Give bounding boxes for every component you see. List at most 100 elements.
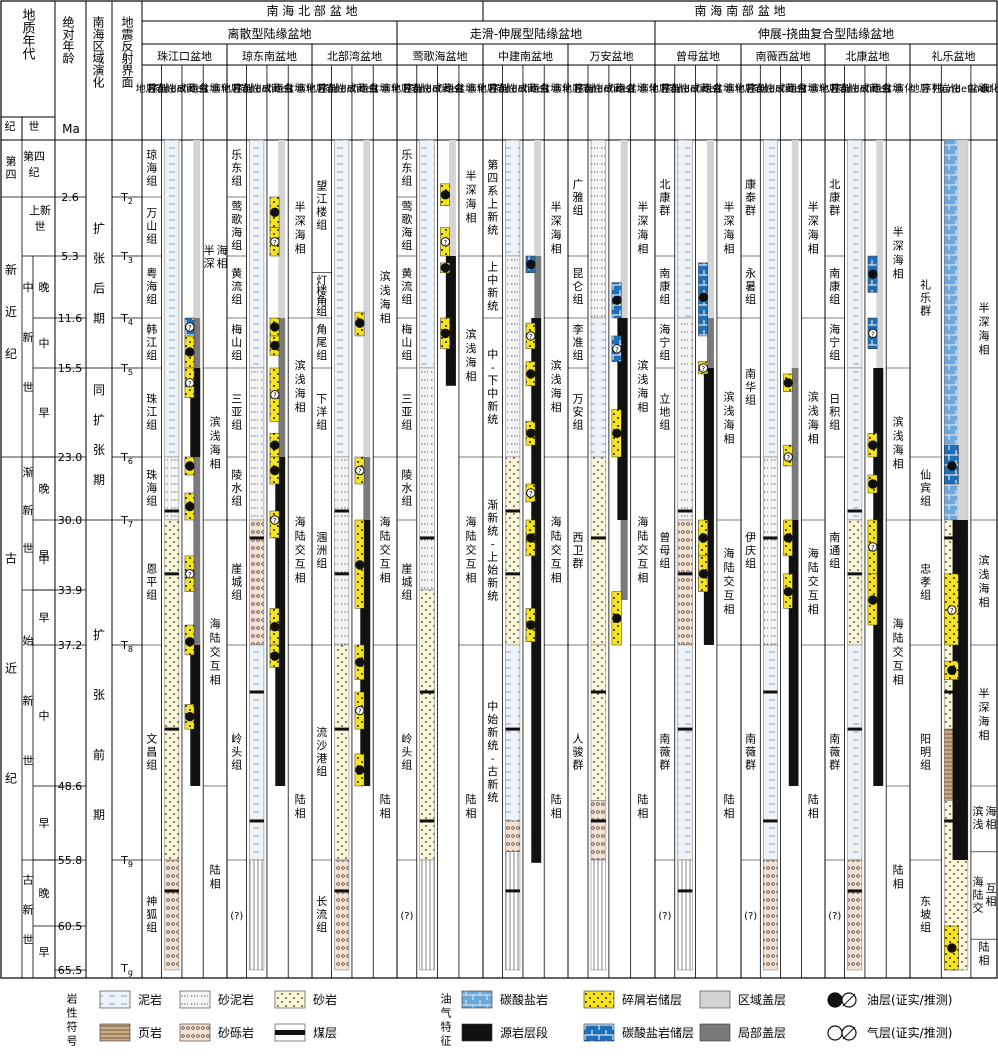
char: 世 <box>23 933 34 946</box>
char: 新 <box>487 510 498 524</box>
lithology-mud <box>505 139 521 257</box>
char: 地 <box>659 405 670 418</box>
char: 相 <box>295 571 306 584</box>
combo-local <box>620 520 628 600</box>
char: 海 <box>217 243 228 257</box>
char: 相 <box>723 242 734 255</box>
char: 浅 <box>808 404 819 417</box>
char: 深 <box>893 239 904 252</box>
char: 组 <box>316 417 327 431</box>
formation-label: 韩江组 <box>146 322 157 362</box>
char: 深 <box>551 214 562 227</box>
legend-gas-slash <box>842 1026 856 1040</box>
char: 相 <box>465 571 476 584</box>
combo-seal <box>876 140 884 368</box>
col-header: 地层 <box>477 82 497 95</box>
sub-epoch: 早 <box>39 946 50 959</box>
marker-glyph: ! <box>358 659 361 667</box>
char: 扩 <box>93 413 105 427</box>
char: 陆 <box>295 792 306 806</box>
coal-bed <box>505 572 520 576</box>
char: 组 <box>146 587 157 601</box>
char: 北 <box>659 178 670 191</box>
marker-glyph: ! <box>444 192 447 200</box>
char: 号 <box>67 1034 78 1047</box>
char: 渐 <box>23 465 34 479</box>
combo-src <box>703 368 714 645</box>
char: 相 <box>978 343 989 356</box>
marker-glyph: ! <box>273 624 276 632</box>
evolution-label: 海相 <box>985 804 996 831</box>
char: 期 <box>93 808 105 822</box>
char: 宁 <box>829 335 840 349</box>
char: 互 <box>380 557 391 570</box>
char: 海 <box>231 225 242 239</box>
lithology-vert <box>249 859 265 971</box>
char: 近 <box>5 305 17 319</box>
oil-marker <box>783 586 793 597</box>
marker-glyph: ? <box>188 324 192 332</box>
marker-glyph: ! <box>529 261 532 269</box>
gas-marker <box>185 322 195 332</box>
char: 宁 <box>659 335 670 349</box>
col-header: 柱undefined <box>932 82 992 95</box>
formation-label: 万安组 <box>573 392 584 431</box>
col-header: 组合 <box>702 82 722 95</box>
char: 相 <box>637 401 648 414</box>
formation-label: 礼乐群 <box>920 277 931 317</box>
combo-src <box>190 645 201 786</box>
char: 人 <box>573 732 584 745</box>
char: 新 <box>487 399 498 413</box>
char: 岩 <box>67 991 78 1005</box>
char: 陆 <box>978 940 989 954</box>
char: 海 <box>210 616 221 630</box>
char: 陆 <box>637 528 648 542</box>
formation-label: 琼海组 <box>146 147 157 187</box>
char: 海 <box>978 714 989 728</box>
col-header: 柱undefined <box>661 82 721 95</box>
char: 群 <box>573 757 584 771</box>
char: 相 <box>465 370 476 383</box>
coal-bed <box>334 509 349 513</box>
marker-glyph: ? <box>871 544 875 552</box>
col-header: 盆地 <box>540 82 560 95</box>
evolution-label: 滨浅 <box>972 804 983 831</box>
lithology-mud <box>763 644 778 861</box>
char: 第 <box>6 154 17 168</box>
char: 楼 <box>316 283 327 297</box>
char: 梅 <box>401 322 412 336</box>
basin-name: 万安盆地 <box>590 49 634 63</box>
char: 宾 <box>920 480 931 494</box>
coal-bed <box>164 889 179 893</box>
char: 相 <box>893 457 904 470</box>
subscript: g <box>128 968 133 977</box>
lithology-mud <box>847 367 863 521</box>
char: 世 <box>23 381 34 394</box>
char: 半 <box>551 199 562 213</box>
char: 下 <box>487 374 498 387</box>
age-label: 23.0 <box>58 451 83 464</box>
col-header: 组合 <box>872 82 892 95</box>
char: 东 <box>920 895 931 908</box>
char: 头 <box>231 745 242 758</box>
marker-glyph: ! <box>616 615 619 623</box>
char: 孝 <box>920 575 931 588</box>
char: 相 <box>295 807 306 820</box>
formation-label: 崖城组 <box>401 562 412 601</box>
char: 群 <box>659 203 670 217</box>
gas-marker <box>868 328 878 339</box>
lithology-mud <box>847 644 863 861</box>
epoch-oligocene: 渐新世 <box>23 465 34 555</box>
marker-glyph: ! <box>188 349 191 357</box>
legend-sandy-mudstone-label: 砂泥岩 <box>218 992 254 1007</box>
sub-epoch: 早 <box>39 612 50 625</box>
char: 交 <box>637 542 648 556</box>
char: 群 <box>920 303 931 317</box>
char: 交 <box>380 542 391 556</box>
col-header: 演化 <box>639 82 659 95</box>
